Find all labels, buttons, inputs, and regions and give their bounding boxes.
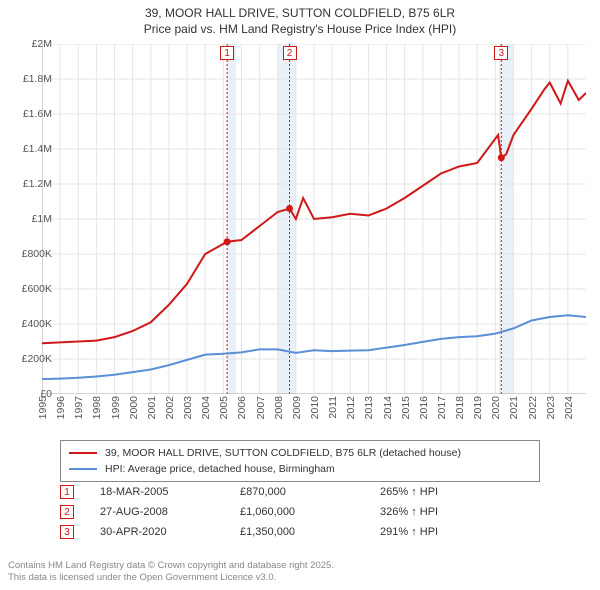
x-tick-label: 2010 (309, 396, 321, 419)
sale-price-1: £870,000 (240, 486, 380, 498)
sale-pct-3: 291% ↑ HPI (380, 526, 500, 538)
footer-line-2: This data is licensed under the Open Gov… (8, 572, 334, 584)
legend-box: 39, MOOR HALL DRIVE, SUTTON COLDFIELD, B… (60, 440, 540, 482)
legend-row-hpi: HPI: Average price, detached house, Birm… (69, 461, 531, 477)
x-tick-label: 2009 (291, 396, 303, 419)
sale-marker-1: 1 (60, 485, 74, 499)
y-tick-label: £600K (22, 283, 52, 295)
x-tick-label: 2021 (508, 396, 520, 419)
x-tick-label: 2019 (472, 396, 484, 419)
chart-marker-box: 3 (494, 46, 508, 60)
sale-row-3: 3 30-APR-2020 £1,350,000 291% ↑ HPI (60, 522, 500, 542)
legend-label-price: 39, MOOR HALL DRIVE, SUTTON COLDFIELD, B… (105, 447, 461, 459)
chart-svg (42, 44, 586, 394)
x-tick-label: 2018 (454, 396, 466, 419)
x-tick-label: 2013 (363, 396, 375, 419)
sale-row-2: 2 27-AUG-2008 £1,060,000 326% ↑ HPI (60, 502, 500, 522)
x-tick-label: 2006 (236, 396, 248, 419)
page-root: 39, MOOR HALL DRIVE, SUTTON COLDFIELD, B… (0, 0, 600, 590)
sale-marker-3: 3 (60, 525, 74, 539)
title-line-2: Price paid vs. HM Land Registry's House … (0, 22, 600, 38)
y-tick-label: £2M (32, 38, 52, 50)
x-tick-label: 2014 (382, 396, 394, 419)
x-tick-label: 2020 (490, 396, 502, 419)
y-tick-label: £1.8M (23, 73, 52, 85)
sale-marker-2: 2 (60, 505, 74, 519)
footer-line-1: Contains HM Land Registry data © Crown c… (8, 560, 334, 572)
sales-table: 1 18-MAR-2005 £870,000 265% ↑ HPI 2 27-A… (60, 482, 500, 542)
sale-row-1: 1 18-MAR-2005 £870,000 265% ↑ HPI (60, 482, 500, 502)
x-tick-label: 2016 (418, 396, 430, 419)
y-tick-label: £1.4M (23, 143, 52, 155)
chart-marker-box: 2 (283, 46, 297, 60)
chart-marker-box: 1 (220, 46, 234, 60)
x-tick-label: 2011 (327, 396, 339, 419)
x-tick-label: 2015 (400, 396, 412, 419)
x-tick-label: 2023 (545, 396, 557, 419)
x-tick-label: 2000 (128, 396, 140, 419)
y-tick-label: £1.6M (23, 108, 52, 120)
y-tick-label: £200K (22, 353, 52, 365)
x-tick-label: 2008 (273, 396, 285, 419)
title-line-1: 39, MOOR HALL DRIVE, SUTTON COLDFIELD, B… (0, 6, 600, 22)
legend-swatch-price (69, 452, 97, 454)
sale-price-2: £1,060,000 (240, 506, 380, 518)
x-tick-label: 2017 (436, 396, 448, 419)
x-tick-label: 1998 (91, 396, 103, 419)
footer: Contains HM Land Registry data © Crown c… (8, 560, 334, 584)
sale-date-2: 27-AUG-2008 (100, 506, 240, 518)
x-tick-label: 2003 (182, 396, 194, 419)
x-tick-label: 1999 (110, 396, 122, 419)
x-tick-label: 2005 (218, 396, 230, 419)
x-tick-label: 2024 (563, 396, 575, 419)
chart-title-block: 39, MOOR HALL DRIVE, SUTTON COLDFIELD, B… (0, 0, 600, 37)
y-tick-label: £1M (32, 213, 52, 225)
y-tick-label: £400K (22, 318, 52, 330)
y-tick-label: £1.2M (23, 178, 52, 190)
x-tick-label: 2012 (345, 396, 357, 419)
x-tick-label: 2022 (527, 396, 539, 419)
x-tick-label: 2001 (146, 396, 158, 419)
chart-area (42, 44, 586, 394)
x-tick-label: 2004 (200, 396, 212, 419)
x-tick-label: 2002 (164, 396, 176, 419)
sale-pct-1: 265% ↑ HPI (380, 486, 500, 498)
x-tick-label: 1997 (73, 396, 85, 419)
x-tick-label: 1995 (37, 396, 49, 419)
x-tick-label: 2007 (255, 396, 267, 419)
legend-row-price: 39, MOOR HALL DRIVE, SUTTON COLDFIELD, B… (69, 445, 531, 461)
sale-date-3: 30-APR-2020 (100, 526, 240, 538)
legend-swatch-hpi (69, 468, 97, 470)
sale-price-3: £1,350,000 (240, 526, 380, 538)
sale-pct-2: 326% ↑ HPI (380, 506, 500, 518)
y-tick-label: £800K (22, 248, 52, 260)
sale-date-1: 18-MAR-2005 (100, 486, 240, 498)
legend-label-hpi: HPI: Average price, detached house, Birm… (105, 463, 335, 475)
x-tick-label: 1996 (55, 396, 67, 419)
